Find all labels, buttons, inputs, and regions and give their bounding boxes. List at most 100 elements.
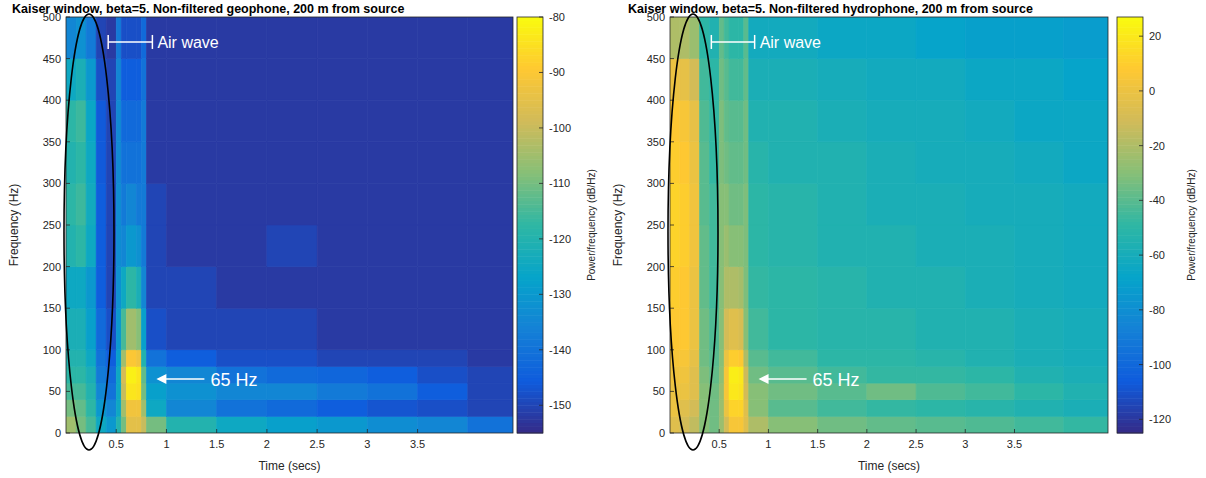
cell [141,100,146,142]
colorbar-step [517,319,543,323]
colorbar-tick [1139,90,1143,91]
cell [680,366,690,383]
colorbar-step [517,391,543,395]
cell [690,267,700,309]
cell [86,416,96,433]
cell [680,400,690,417]
cell [116,267,121,309]
cell [690,142,700,184]
colorbar-step [517,343,543,347]
cell [66,225,76,267]
cell [166,416,216,433]
colorbar-step [517,350,543,354]
cell [729,142,739,184]
cell [121,383,126,400]
cell [121,183,126,225]
cell [749,225,769,267]
cell [76,366,86,383]
cell [749,400,769,417]
colorbar-step [517,388,543,392]
cell [768,267,817,309]
colorbar-step [517,55,543,59]
cell [136,416,141,433]
cell [166,100,216,142]
colorbar-step [1117,20,1143,24]
cell [744,100,749,142]
cell [768,183,817,225]
y-tick [66,17,70,18]
y-tick-label: 150 [647,302,665,314]
cell [1064,142,1108,184]
cell [106,383,116,400]
cell [867,17,916,59]
colorbar-step [517,381,543,385]
colorbar-step [517,114,543,118]
colorbar: -150-140-130-120-110-100-90-80Power/freq… [517,11,597,434]
cell [719,183,724,225]
cell [680,267,690,309]
cell [729,17,739,59]
colorbar-step [517,211,543,215]
colorbar-step [1117,235,1143,239]
cell [739,383,744,400]
colorbar: -120-100-80-60-40-20020Power/frequency (… [1117,17,1197,434]
colorbar-tick [1139,200,1143,201]
cell [739,350,744,367]
colorbar-step [1117,173,1143,177]
colorbar-step [1117,391,1143,395]
cell [136,350,141,367]
x-tick-label: 2.5 [309,438,324,450]
x-tick [719,429,720,433]
cell [367,100,417,142]
cell [768,59,817,101]
cell [121,142,126,184]
cell [96,225,106,267]
cell [468,225,513,267]
cell [86,308,96,350]
y-axis-title: Frequency (Hz) [611,184,625,267]
cell [690,100,700,142]
x-axis-title: Time (secs) [258,459,320,473]
colorbar-step [517,152,543,156]
cell [146,183,166,225]
cell [818,416,867,433]
cell [818,400,867,417]
cell [749,366,769,383]
highlight-ellipse [668,14,718,450]
colorbar-step [517,336,543,340]
cell [724,17,729,59]
colorbar-step [517,111,543,115]
y-tick-label: 50 [653,385,665,397]
colorbar-step [1117,301,1143,305]
cell [367,366,417,383]
colorbar-tick [1139,255,1143,256]
cell [724,416,729,433]
cell [744,400,749,417]
cell [867,400,916,417]
colorbar-step [517,76,543,80]
cell [217,267,267,309]
cell [1064,225,1108,267]
cell [126,59,136,101]
annotation: 65 Hz [813,370,860,390]
x-tick [768,429,769,433]
y-tick-label: 200 [647,261,665,273]
cell [217,17,267,59]
colorbar-step [1117,124,1143,128]
colorbar-step [1117,79,1143,83]
cell [719,416,724,433]
colorbar-tick-label: -100 [1149,359,1171,371]
colorbar-step [1117,339,1143,343]
cell [818,59,867,101]
colorbar-step [1117,156,1143,160]
cell [116,350,121,367]
cell [867,59,916,101]
cell [818,100,867,142]
colorbar-step [1117,17,1143,21]
cell [116,400,121,417]
x-tick-label: 2 [864,438,870,450]
colorbar-title: Power/frequency (dB/Hz) [1186,169,1197,281]
colorbar-step [517,405,543,409]
cell [729,225,739,267]
cell [267,416,317,433]
